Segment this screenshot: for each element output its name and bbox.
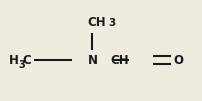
Text: CH: CH [87, 16, 105, 29]
Text: 3: 3 [108, 18, 115, 28]
Text: C: C [22, 54, 31, 67]
Text: H: H [9, 54, 19, 67]
Text: N: N [87, 54, 97, 67]
Text: 3: 3 [18, 60, 25, 70]
Text: CH: CH [110, 54, 128, 67]
Text: O: O [172, 54, 182, 67]
